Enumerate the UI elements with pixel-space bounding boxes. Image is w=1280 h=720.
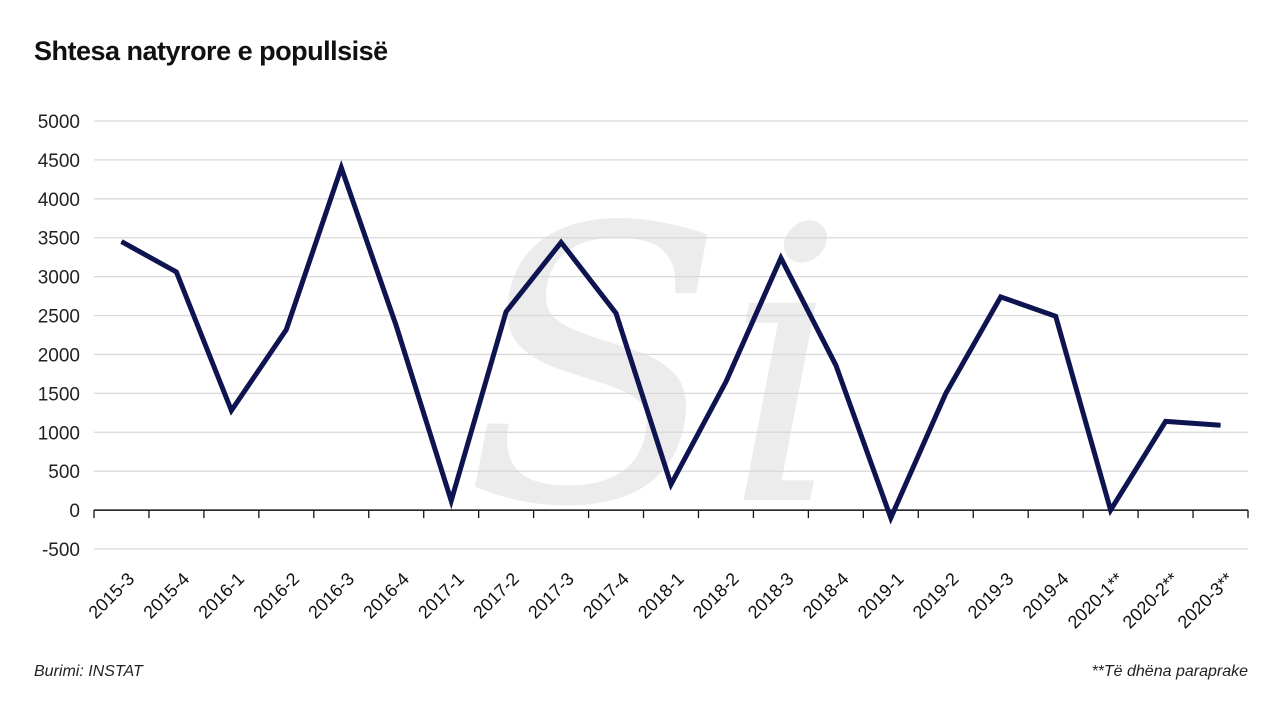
data-point — [615, 312, 617, 314]
data-point — [835, 364, 837, 366]
watermark-text: Si — [464, 147, 846, 590]
data-point — [1055, 315, 1057, 317]
data-point — [560, 241, 562, 243]
x-tick-label: 2019-4 — [1019, 569, 1073, 623]
y-tick-label: 3500 — [38, 229, 80, 250]
watermark-logo: Si — [464, 147, 846, 590]
x-tick-label: 2016-2 — [249, 569, 303, 623]
data-point — [670, 483, 672, 485]
data-point — [1110, 509, 1112, 511]
y-tick-label: 0 — [69, 501, 80, 522]
x-tick-label: 2019-3 — [964, 569, 1018, 623]
data-point — [1000, 296, 1002, 298]
y-tick-label: 4000 — [38, 190, 80, 211]
data-point — [120, 241, 122, 243]
y-tick-label: 1500 — [38, 384, 80, 405]
y-tick-label: 2500 — [38, 307, 80, 328]
data-point — [945, 392, 947, 394]
chart-title: Shtesa natyrore e popullsisë — [34, 36, 388, 66]
data-point — [505, 311, 507, 313]
data-point — [285, 329, 287, 331]
data-point — [340, 167, 342, 169]
y-tick-label: 4500 — [38, 151, 80, 172]
y-tick-label: 5000 — [38, 112, 80, 133]
x-tick-label: 2016-4 — [359, 569, 413, 623]
y-tick-label: -500 — [42, 540, 80, 561]
x-tick-label: 2020-3** — [1174, 569, 1238, 633]
data-point — [230, 409, 232, 411]
data-point — [450, 500, 452, 502]
gridlines — [94, 120, 1248, 550]
data-point — [1165, 420, 1167, 422]
x-tick-label: 2020-1** — [1064, 569, 1128, 633]
y-tick-label: 3000 — [38, 268, 80, 289]
data-point — [725, 381, 727, 383]
source-label: Burimi: INSTAT — [34, 663, 143, 680]
y-tick-label: 500 — [48, 462, 80, 483]
x-tick-label: 2019-2 — [909, 569, 963, 623]
x-tick-label: 2015-4 — [139, 569, 193, 623]
y-tick-label: 2000 — [38, 345, 80, 366]
data-point — [780, 257, 782, 259]
data-point — [890, 517, 892, 519]
x-tick-label: 2016-3 — [304, 569, 358, 623]
x-tick-label: 2019-1 — [854, 569, 908, 623]
data-point — [1220, 424, 1222, 426]
x-tick-label: 2020-2** — [1119, 569, 1183, 633]
x-tick-label: 2017-1 — [414, 569, 468, 623]
x-tick-label: 2015-3 — [85, 569, 139, 623]
y-tick-label: 1000 — [38, 423, 80, 444]
x-tick-label: 2016-1 — [194, 569, 248, 623]
data-point — [395, 325, 397, 327]
y-axis-ticks: -500 0 500 1000 1500 2000 2500 3000 3500 4000 4500… — [38, 112, 80, 561]
preliminary-note: **Të dhëna paraprake — [1091, 663, 1248, 680]
data-series — [120, 160, 1222, 525]
data-point — [175, 271, 177, 273]
